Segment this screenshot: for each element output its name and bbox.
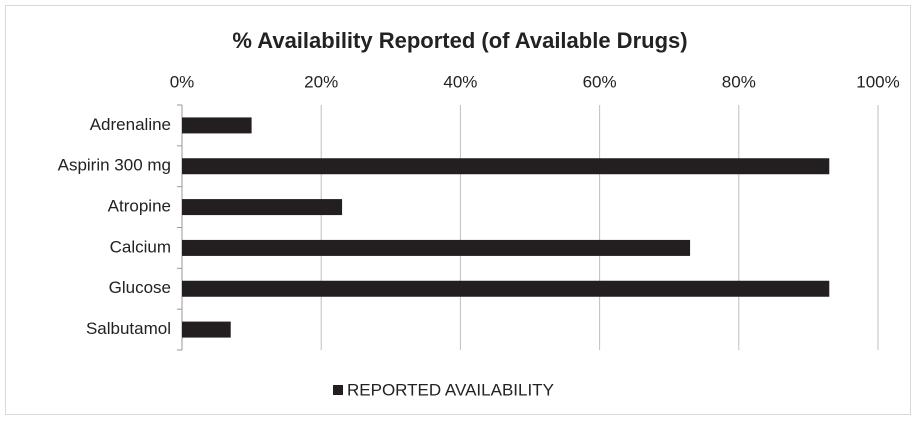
legend-swatch [333,385,343,395]
y-tick-label: Calcium [110,237,171,256]
y-tick-label: Aspirin 300 mg [58,156,171,175]
x-tick-label: 60% [583,72,617,91]
legend-label: REPORTED AVAILABILITY [347,380,554,399]
y-tick-label: Glucose [109,278,171,297]
bar [182,199,343,216]
chart-frame [5,5,911,415]
bar [182,239,691,256]
x-tick-label: 20% [304,72,338,91]
x-tick-label: 40% [443,72,477,91]
y-tick-label: Atropine [108,197,171,216]
bar [182,280,830,297]
y-tick-label: Salbutamol [86,319,171,338]
x-tick-label: 80% [722,72,756,91]
bar [182,158,830,175]
bar [182,321,231,338]
x-tick-label: 0% [170,72,195,91]
x-tick-label: 100% [856,72,899,91]
y-tick-label: Adrenaline [90,115,171,134]
bar [182,117,252,134]
chart-title: % Availability Reported (of Available Dr… [232,28,687,53]
